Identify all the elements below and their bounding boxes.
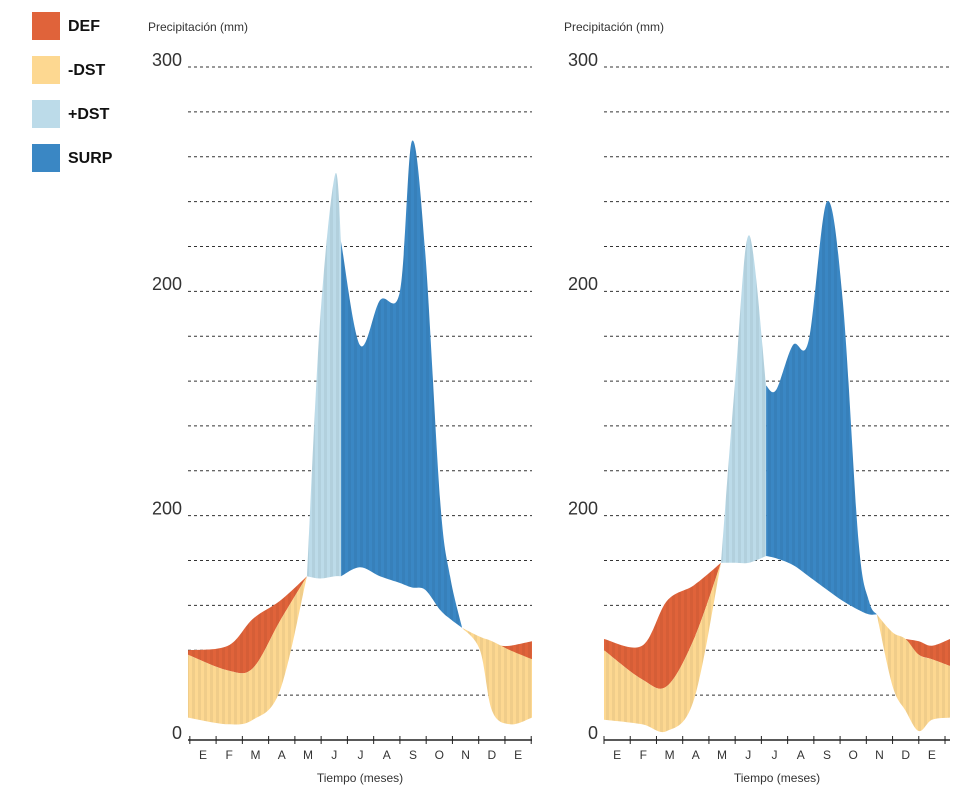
y-tick-label: 300 bbox=[568, 50, 598, 70]
area-texture bbox=[876, 614, 950, 732]
x-tick-label: A bbox=[383, 748, 391, 762]
area-texture bbox=[720, 235, 767, 564]
x-tick-label: D bbox=[487, 748, 496, 762]
x-tick-label: J bbox=[745, 748, 751, 762]
x-tick-label: M bbox=[303, 748, 313, 762]
area-texture bbox=[188, 576, 307, 725]
x-tick-label: J bbox=[358, 748, 364, 762]
area-texture bbox=[905, 639, 950, 666]
x-tick-label: D bbox=[901, 748, 910, 762]
x-tick-label: M bbox=[250, 748, 260, 762]
x-tick-label: A bbox=[692, 748, 700, 762]
area-texture bbox=[604, 562, 721, 689]
y-tick-label: 200 bbox=[152, 498, 182, 518]
x-tick-label: E bbox=[613, 748, 621, 762]
x-tick-label: A bbox=[797, 748, 805, 762]
legend-label: SURP bbox=[68, 150, 113, 167]
x-tick-label: F bbox=[226, 748, 233, 762]
x-tick-label: E bbox=[928, 748, 936, 762]
area-texture bbox=[462, 627, 532, 725]
x-tick-label: F bbox=[640, 748, 647, 762]
area-texture bbox=[766, 200, 877, 615]
y-tick-label: 200 bbox=[152, 274, 182, 294]
legend-label: +DST bbox=[68, 106, 110, 123]
area-texture bbox=[341, 140, 463, 628]
legend-label: -DST bbox=[68, 62, 106, 79]
legend-swatch bbox=[32, 56, 60, 84]
x-tick-label: N bbox=[875, 748, 884, 762]
x-axis-title: Tiempo (meses) bbox=[734, 771, 820, 785]
y-tick-label: 0 bbox=[588, 723, 598, 743]
legend-swatch bbox=[32, 144, 60, 172]
x-tick-label: J bbox=[331, 748, 337, 762]
x-tick-label: O bbox=[849, 748, 858, 762]
area-texture bbox=[188, 576, 307, 674]
x-tick-label: J bbox=[772, 748, 778, 762]
y-tick-label: 0 bbox=[172, 723, 182, 743]
y-axis-title: Precipitación (mm) bbox=[148, 20, 248, 34]
legend-label: DEF bbox=[68, 18, 100, 35]
y-tick-label: 200 bbox=[568, 498, 598, 518]
x-tick-label: O bbox=[435, 748, 444, 762]
x-tick-label: A bbox=[278, 748, 286, 762]
x-tick-label: E bbox=[514, 748, 522, 762]
x-tick-label: S bbox=[823, 748, 831, 762]
legend-swatch bbox=[32, 100, 60, 128]
x-tick-label: S bbox=[409, 748, 417, 762]
y-tick-label: 300 bbox=[152, 50, 182, 70]
area-texture bbox=[499, 641, 532, 660]
y-axis-title: Precipitación (mm) bbox=[564, 20, 664, 34]
y-tick-label: 200 bbox=[568, 274, 598, 294]
x-axis-title: Tiempo (meses) bbox=[317, 771, 403, 785]
x-tick-label: E bbox=[199, 748, 207, 762]
area-texture bbox=[604, 562, 721, 733]
x-tick-label: M bbox=[665, 748, 675, 762]
x-tick-label: M bbox=[717, 748, 727, 762]
area-texture bbox=[306, 173, 342, 579]
x-tick-label: N bbox=[461, 748, 470, 762]
legend-swatch bbox=[32, 12, 60, 40]
